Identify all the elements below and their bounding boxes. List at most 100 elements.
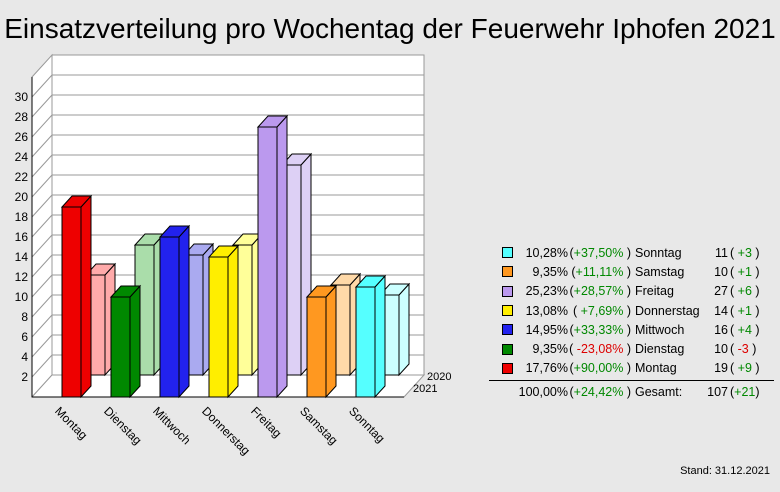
bar-montag-2021 <box>60 194 93 399</box>
legend-diff-close: ) <box>751 245 760 260</box>
legend-change: ( +7,69% ) <box>568 304 631 318</box>
legend-diff-value: +3 <box>737 245 752 260</box>
y-tick-label: 4 <box>21 350 28 364</box>
weekday-bar-chart <box>30 53 426 399</box>
legend-change-value: -23,08% <box>576 342 624 357</box>
y-tick-label: 22 <box>14 170 28 184</box>
legend-row: 17,76% (+90,00% ) Montag 19( +9 ) <box>489 359 774 378</box>
y-tick-label: 14 <box>14 250 28 264</box>
legend-change-value: +37,50% <box>573 245 624 260</box>
legend-change-value: +33,33% <box>573 322 624 337</box>
legend-swatch-cell <box>489 266 514 278</box>
legend-diff: ( +9 ) <box>728 361 760 375</box>
legend-diff-value: +6 <box>737 284 752 299</box>
legend-change-close: ) <box>623 361 631 376</box>
legend-value: 14 <box>714 303 728 318</box>
legend-diff: ( +1 ) <box>728 265 760 279</box>
legend-value: 10 <box>714 264 728 279</box>
legend-value: 10 <box>714 342 728 357</box>
bar-donnerstag-2021 <box>207 244 240 399</box>
legend-diff-open: ( <box>730 245 738 260</box>
bar-sonntag-2021 <box>354 274 387 399</box>
legend-swatch-cell <box>489 247 514 259</box>
legend-swatch-cell <box>489 324 514 336</box>
legend-day: Donnerstag <box>635 303 700 318</box>
x-axis-label-donnerstag: Donnerstag <box>199 404 253 458</box>
legend-pct: 9,35% <box>532 342 568 357</box>
legend-change: (+24,42% ) <box>568 385 631 399</box>
y-tick-label: 16 <box>14 230 28 244</box>
legend-diff-close: ) <box>751 264 760 279</box>
legend-change-close: ) <box>623 384 631 399</box>
y-tick-label: 6 <box>21 330 28 344</box>
bar-mittwoch-2021 <box>158 224 191 399</box>
legend-diff: ( +1 ) <box>728 304 760 318</box>
legend-change: (+11,11% ) <box>568 265 631 279</box>
legend-value: 19 <box>714 361 728 376</box>
legend-day: Freitag <box>635 284 674 299</box>
legend-day: Mittwoch <box>635 322 685 337</box>
legend-change: ( -23,08% ) <box>568 342 631 356</box>
legend-change-open: ( <box>569 342 577 357</box>
legend: 10,28% (+37,50% ) Sonntag 11( +3 ) 9,35% (+11… <box>489 243 774 402</box>
legend-diff: ( +4 ) <box>728 323 760 337</box>
legend-change-open: ( <box>569 245 574 260</box>
legend-diff-value: -3 <box>737 342 749 357</box>
legend-change-open: ( <box>569 361 574 376</box>
legend-swatch <box>502 285 513 297</box>
legend-diff-open: ( <box>730 342 738 357</box>
legend-diff-open: ( <box>730 384 735 399</box>
legend-swatch-cell <box>489 343 514 355</box>
y-tick-label: 30 <box>14 90 28 104</box>
legend-change: (+37,50% ) <box>568 246 631 260</box>
legend-value: 11 <box>715 245 728 260</box>
legend-diff: ( +6 ) <box>728 284 760 298</box>
y-tick-label: 24 <box>14 150 28 164</box>
legend-change: (+28,57% ) <box>568 284 631 298</box>
legend-diff: ( -3 ) <box>728 342 756 356</box>
y-tick-label: 26 <box>14 130 28 144</box>
legend-diff-value: +1 <box>737 264 752 279</box>
legend-swatch-cell <box>489 305 514 317</box>
bar-dienstag-2021 <box>109 284 142 399</box>
legend-diff-close: ) <box>751 361 760 376</box>
legend-diff-close: ) <box>748 342 757 357</box>
legend-diff: (+21) <box>728 385 760 399</box>
legend-value: 107 <box>707 384 728 399</box>
bar-samstag-2021 <box>305 284 338 399</box>
legend-pct: 14,95% <box>525 322 568 337</box>
legend-change-value: +90,00% <box>573 361 624 376</box>
legend-row: 14,95% (+33,33% ) Mittwoch 16( +4 ) <box>489 320 774 339</box>
y-tick-label: 12 <box>14 270 28 284</box>
legend-row: 25,23% (+28,57% ) Freitag 27( +6 ) <box>489 282 774 301</box>
legend-change-close: ) <box>623 284 631 299</box>
legend-diff-close: ) <box>751 322 760 337</box>
legend-change-close: ) <box>623 264 631 279</box>
legend-diff-open: ( <box>730 322 738 337</box>
legend-value: 27 <box>714 284 728 299</box>
legend-total-row: 100,00% (+24,42% ) Gesamt: 107 (+21) <box>489 380 774 402</box>
y-tick-label: 20 <box>14 190 28 204</box>
legend-pct: 100,00% <box>518 384 568 399</box>
y-tick-label: 8 <box>21 310 28 324</box>
legend-pct: 13,08% <box>525 303 568 318</box>
depth-axis-label-2020: 2020 <box>427 371 452 383</box>
legend-diff-open: ( <box>730 361 738 376</box>
legend-swatch-cell <box>489 362 514 374</box>
depth-axis-label-2021: 2021 <box>413 383 438 395</box>
page-title: Einsatzverteilung pro Wochentag der Feue… <box>4 13 776 44</box>
legend-diff-open: ( <box>730 284 738 299</box>
legend-change-open: ( <box>569 284 574 299</box>
y-tick-label: 2 <box>21 370 28 384</box>
legend-swatch <box>502 247 513 259</box>
legend-swatch <box>502 343 513 355</box>
legend-diff-value: +21 <box>734 384 756 399</box>
legend-diff-close: ) <box>755 384 760 399</box>
legend-swatch <box>502 266 513 278</box>
legend-change: (+33,33% ) <box>568 323 631 337</box>
legend-diff-open: ( <box>730 303 738 318</box>
legend-diff-close: ) <box>751 303 760 318</box>
legend-diff-close: ) <box>751 284 760 299</box>
status-date: Stand: 31.12.2021 <box>680 465 770 477</box>
y-tick-label: 10 <box>14 290 28 304</box>
